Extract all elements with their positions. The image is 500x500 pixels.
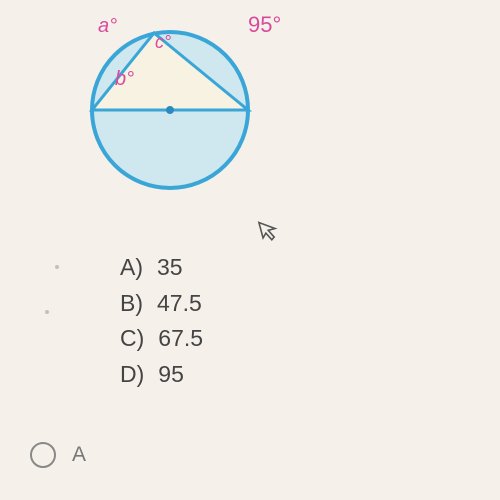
answer-value: 47.5 (157, 286, 202, 322)
answer-d: D) 95 (120, 357, 203, 393)
answer-b: B) 47.5 (120, 286, 203, 322)
answer-value: 95 (158, 357, 184, 393)
answer-letter: C) (120, 321, 144, 357)
radio-label: A (72, 443, 86, 467)
angle-c-label: c° (155, 32, 171, 53)
geometry-diagram: a° c° b° 95° (70, 10, 290, 205)
arc-95-label: 95° (248, 12, 281, 38)
answer-a: A) 35 (120, 250, 203, 286)
answer-letter: D) (120, 357, 144, 393)
circle-triangle-svg (70, 10, 290, 210)
cursor-icon (256, 216, 283, 250)
noise-dot (45, 310, 49, 314)
radio-icon[interactable] (30, 442, 56, 468)
answer-choices: A) 35 B) 47.5 C) 67.5 D) 95 (120, 250, 203, 393)
answer-c: C) 67.5 (120, 321, 203, 357)
answer-value: 67.5 (158, 321, 203, 357)
answer-letter: A) (120, 250, 143, 286)
noise-dot (55, 265, 59, 269)
answer-letter: B) (120, 286, 143, 322)
angle-b-label: b° (115, 68, 134, 91)
answer-value: 35 (157, 250, 183, 286)
radio-option-a[interactable]: A (30, 442, 86, 468)
angle-a-label: a° (98, 15, 117, 38)
